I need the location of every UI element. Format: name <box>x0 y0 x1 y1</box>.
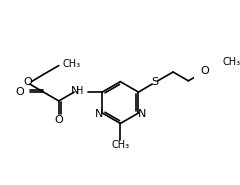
Text: N: N <box>95 109 103 119</box>
Text: H: H <box>76 86 84 96</box>
Text: N: N <box>71 86 79 96</box>
Text: O: O <box>16 87 24 97</box>
Text: CH₃: CH₃ <box>222 57 240 67</box>
Text: S: S <box>151 78 158 88</box>
Text: CH₃: CH₃ <box>111 140 129 150</box>
Text: O: O <box>54 115 63 125</box>
Text: N: N <box>138 109 146 119</box>
Text: O: O <box>200 66 209 76</box>
Text: O: O <box>23 78 32 88</box>
Text: CH₃: CH₃ <box>62 59 80 69</box>
